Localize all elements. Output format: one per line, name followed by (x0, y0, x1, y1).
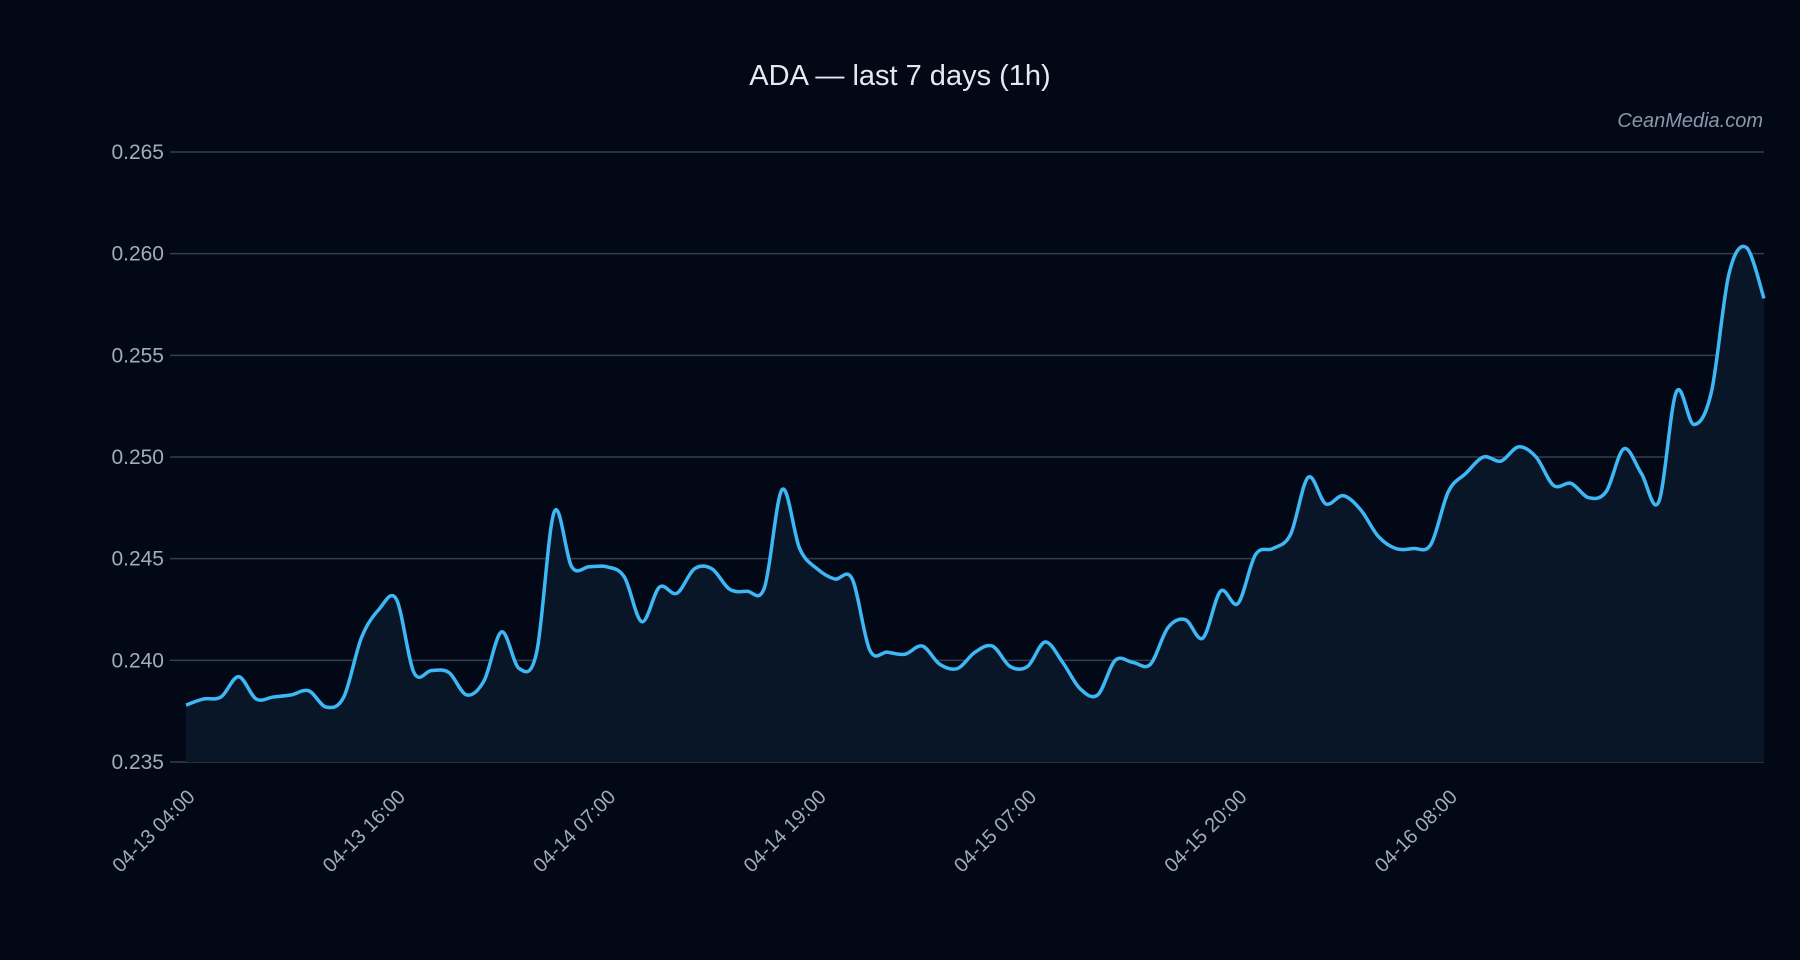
y-tick-label: 0.265 (111, 141, 164, 164)
x-tick-label: 04-16 08:00 (1371, 786, 1462, 877)
price-area-fill (186, 246, 1764, 762)
price-line (185, 244, 1766, 710)
x-tick-label: 04-14 19:00 (740, 786, 831, 877)
y-tick-label: 0.240 (111, 649, 164, 672)
grid-lines (170, 151, 1764, 763)
chart-title: ADA — last 7 days (1h) (749, 60, 1050, 92)
y-tick-label: 0.255 (111, 344, 164, 367)
y-tick-label: 0.245 (111, 548, 164, 571)
x-tick-label: 04-15 20:00 (1160, 786, 1251, 877)
y-tick-label: 0.235 (111, 751, 164, 774)
watermark-text: CeanMedia.com (1617, 110, 1763, 132)
x-tick-label: 04-13 16:00 (319, 786, 410, 877)
y-axis: 0.235 0.240 0.245 0.250 0.255 0.260 0.265 (111, 141, 164, 774)
x-tick-label: 04-15 07:00 (950, 786, 1041, 877)
y-tick-label: 0.250 (111, 446, 164, 469)
x-axis: 04-13 04:00 04-13 16:00 04-14 07:00 04-14 1… (108, 786, 1461, 877)
x-tick-label: 04-13 04:00 (108, 786, 199, 877)
x-tick-label: 04-14 07:00 (529, 786, 620, 877)
y-tick-label: 0.260 (111, 243, 164, 266)
